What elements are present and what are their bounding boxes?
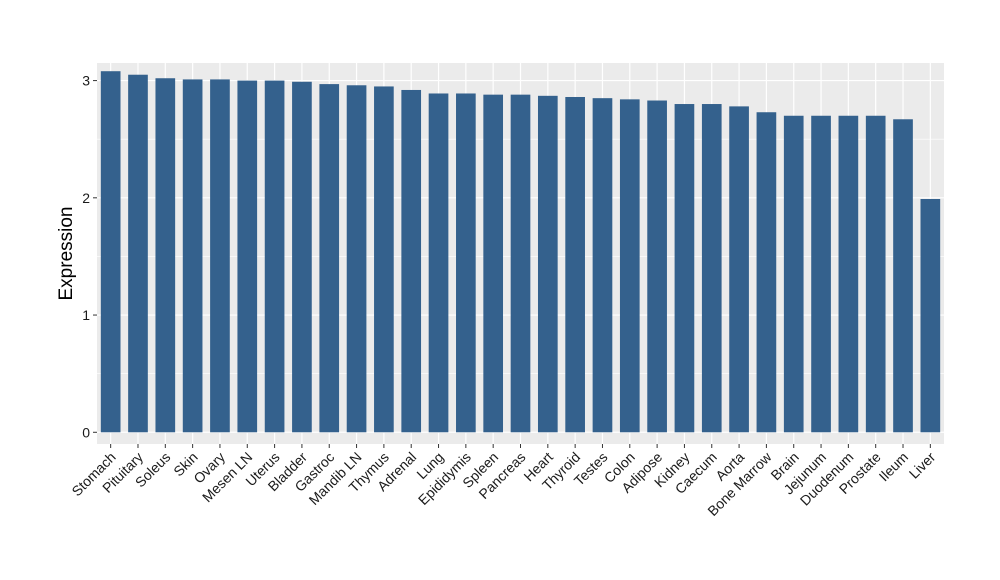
- bar-pituitary: [128, 74, 148, 433]
- bar-jejunum: [811, 115, 831, 433]
- bar-testes: [592, 98, 613, 433]
- y-tick-label: 2: [82, 190, 90, 206]
- bar-duodenum: [838, 115, 859, 433]
- y-tick-label: 0: [82, 424, 90, 440]
- bar-gastroc: [319, 84, 340, 433]
- bar-lung: [428, 93, 449, 433]
- x-tick-label: Liver: [906, 449, 939, 482]
- bar-pancreas: [510, 94, 531, 433]
- bar-prostate: [865, 115, 886, 433]
- y-axis-title: Expression: [56, 207, 77, 301]
- bar-adipose: [647, 100, 667, 433]
- bar-caecum: [701, 104, 722, 433]
- bar-thyroid: [565, 96, 585, 433]
- y-tick-label: 1: [82, 307, 90, 323]
- bar-colon: [619, 99, 640, 433]
- bar-adrenal: [401, 89, 422, 433]
- bar-soleus: [155, 78, 176, 433]
- bar-brain: [783, 115, 804, 433]
- y-axis: 0 1 2 3: [82, 73, 97, 440]
- bar-liver: [920, 198, 941, 433]
- bar-ovary: [210, 79, 230, 433]
- bar-stomach: [100, 71, 121, 433]
- bar-ileum: [893, 119, 913, 433]
- bar-bladder: [292, 81, 312, 433]
- bars: [100, 71, 941, 433]
- bar-spleen: [483, 94, 504, 433]
- bar-mesen-ln: [237, 80, 258, 433]
- bar-mandib-ln: [346, 85, 367, 433]
- bar-heart: [537, 95, 558, 433]
- bar-skin: [182, 79, 203, 433]
- y-tick-label: 3: [82, 73, 90, 89]
- bar-thymus: [374, 86, 394, 433]
- bar-kidney: [674, 104, 695, 433]
- bar-uterus: [264, 80, 285, 433]
- bar-bone-marrow: [756, 112, 777, 433]
- x-tick-label: Ileum: [876, 449, 912, 485]
- bar-epididymis: [456, 93, 476, 433]
- bar-aorta: [729, 106, 749, 433]
